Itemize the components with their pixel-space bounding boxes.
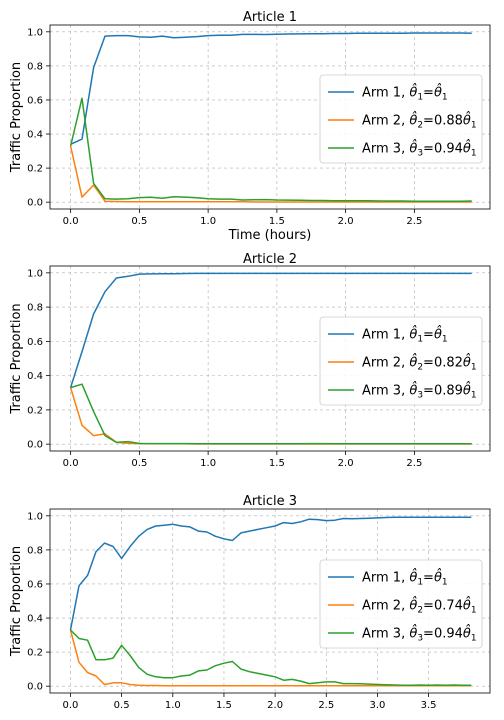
chart-panel-1: 0.0 0.5 1.0 1.5 2.0 2.5 0.0 0.2 0.4 0.6 0.8 1.0 Arti… (9, 10, 491, 243)
x-tick-label: 2.0 (338, 216, 354, 227)
legend-entry: Arm 2, θ̂2=0.82θ̂1 (362, 353, 477, 372)
x-axis-label: Time (hours) (228, 228, 312, 243)
legend-entry: Arm 3, θ̂3=0.94θ̂1 (362, 624, 477, 643)
y-tick-label: 0.4 (27, 614, 43, 625)
x-tick-label: 1.0 (200, 458, 216, 469)
legend-box (319, 74, 483, 164)
x-tick-label: 3.5 (421, 700, 437, 711)
series-line-arm1 (69, 516, 472, 631)
legend: Arm 1, θ̂1=θ̂1 Arm 2, θ̂2=0.74θ̂1 Arm 3, θ… (319, 559, 483, 649)
x-tick-label: 0.5 (114, 700, 130, 711)
x-tick-label: 2.5 (406, 458, 422, 469)
y-tick-label: 0.6 (27, 95, 43, 106)
plot-frame (49, 24, 491, 210)
x-tick-label: 0.0 (63, 458, 79, 469)
chart-title: Article 3 (243, 494, 297, 509)
series-line-arm2 (69, 145, 472, 203)
y-tick-label: 0.4 (27, 371, 43, 382)
legend-box (319, 559, 483, 649)
x-tick-label: 2.5 (406, 216, 422, 227)
x-tick-label: 0.5 (131, 216, 147, 227)
y-axis-label: Traffic Proportion (9, 546, 24, 657)
legend-entry: Arm 1, θ̂1=θ̂1 (362, 325, 448, 344)
x-tick-label: 1.5 (216, 700, 232, 711)
y-tick-label: 0.0 (27, 440, 43, 451)
legend-entry: Arm 2, θ̂2=0.74θ̂1 (362, 596, 477, 615)
y-tick-label: 0.4 (27, 130, 43, 141)
plot-frame (49, 508, 491, 694)
y-tick-label: 0.8 (27, 545, 43, 556)
chart-panel-2: 0.0 0.5 1.0 1.5 2.0 2.5 0.0 0.2 0.4 0.6 0.8 1.0 Arti… (9, 252, 491, 469)
legend-entry: Arm 1, θ̂1=θ̂1 (362, 568, 448, 587)
series-line-arm1 (69, 272, 472, 388)
y-tick-label: 1.0 (27, 511, 43, 522)
y-tick-label: 0.8 (27, 61, 43, 72)
x-tick-label: 1.0 (200, 216, 216, 227)
x-tick-label: 0.0 (63, 700, 79, 711)
y-axis-label: Traffic Proportion (9, 303, 24, 414)
chart-panel-3: 0.0 0.5 1.0 1.5 2.0 2.5 3.0 3.5 0.0 0.2 0.4 0.6 0.8 1… (9, 494, 491, 711)
legend: Arm 1, θ̂1=θ̂1 Arm 2, θ̂2=0.82θ̂1 Arm 3, θ… (319, 316, 483, 406)
legend-box (319, 316, 483, 406)
x-tick-label: 3.0 (369, 700, 385, 711)
x-tick-label: 2.0 (338, 458, 354, 469)
y-tick-label: 0.2 (27, 405, 43, 416)
series-line-arm3 (69, 97, 472, 202)
y-tick-label: 0.2 (27, 648, 43, 659)
legend-entry: Arm 2, θ̂2=0.88θ̂1 (362, 111, 477, 130)
legend-entry: Arm 3, θ̂3=0.89θ̂1 (362, 381, 477, 400)
x-tick-label: 1.5 (269, 216, 285, 227)
chart-title: Article 2 (243, 252, 297, 267)
y-tick-label: 0.2 (27, 164, 43, 175)
y-tick-label: 1.0 (27, 27, 43, 38)
y-tick-label: 1.0 (27, 268, 43, 279)
legend-entry: Arm 3, θ̂3=0.94θ̂1 (362, 139, 477, 158)
legend-entry: Arm 1, θ̂1=θ̂1 (362, 83, 448, 102)
y-tick-label: 0.0 (27, 682, 43, 693)
x-tick-label: 1.5 (269, 458, 285, 469)
x-tick-label: 0.0 (63, 216, 79, 227)
y-tick-label: 0.8 (27, 303, 43, 314)
chart-title: Article 1 (243, 10, 297, 25)
x-tick-label: 2.5 (318, 700, 334, 711)
legend: Arm 1, θ̂1=θ̂1 Arm 2, θ̂2=0.88θ̂1 Arm 3, θ… (319, 74, 483, 164)
x-tick-label: 2.0 (267, 700, 283, 711)
y-tick-label: 0.6 (27, 579, 43, 590)
x-tick-label: 1.0 (165, 700, 181, 711)
y-axis-label: Traffic Proportion (9, 62, 24, 173)
plot-frame (49, 265, 491, 452)
series-line-arm3 (69, 629, 472, 686)
x-tick-label: 0.5 (131, 458, 147, 469)
y-tick-label: 0.6 (27, 337, 43, 348)
y-tick-label: 0.0 (27, 198, 43, 209)
series-line-arm1 (70, 32, 472, 145)
series-line-arm3 (70, 383, 472, 445)
